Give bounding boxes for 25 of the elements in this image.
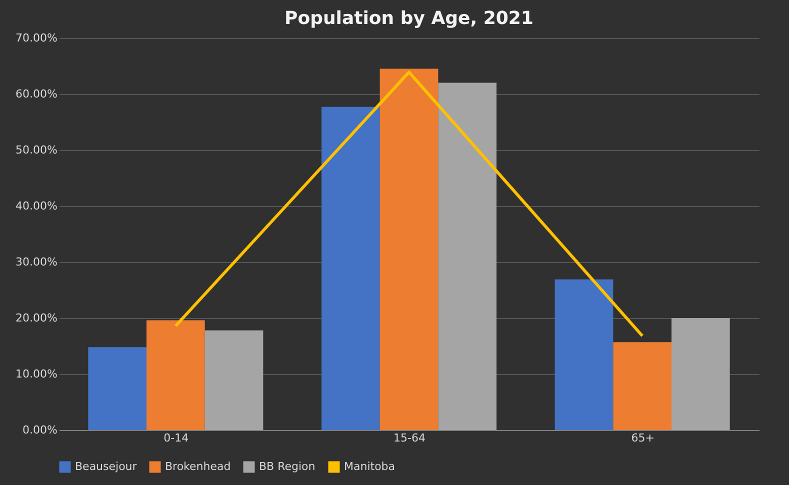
- legend-label: Brokenhead: [165, 460, 231, 473]
- y-tick-label: 10.00%: [16, 368, 58, 380]
- bar: [554, 279, 614, 430]
- y-tick-label: 0.00%: [22, 424, 58, 436]
- chart-title: Population by Age, 2021: [284, 8, 534, 29]
- x-tick-label: 65+: [631, 432, 654, 444]
- y-tick-label: 30.00%: [16, 256, 58, 268]
- legend-label: Beausejour: [75, 460, 138, 473]
- bar: [438, 82, 496, 430]
- bar: [672, 318, 730, 430]
- bar: [380, 68, 438, 430]
- bar: [146, 320, 205, 430]
- bar: [613, 342, 672, 430]
- y-tick-label: 60.00%: [16, 88, 58, 100]
- x-tick-label: 0-14: [164, 432, 189, 444]
- legend-label: BB Region: [259, 460, 316, 473]
- bar: [204, 330, 264, 430]
- y-tick-label: 70.00%: [16, 32, 58, 44]
- y-tick-label: 40.00%: [16, 200, 58, 212]
- y-tick-label: 20.00%: [16, 312, 58, 324]
- bar: [322, 106, 380, 430]
- bar: [88, 347, 146, 430]
- x-tick-label: 15-64: [394, 432, 426, 444]
- y-tick-label: 50.00%: [16, 144, 58, 156]
- legend-label: Manitoba: [344, 460, 396, 473]
